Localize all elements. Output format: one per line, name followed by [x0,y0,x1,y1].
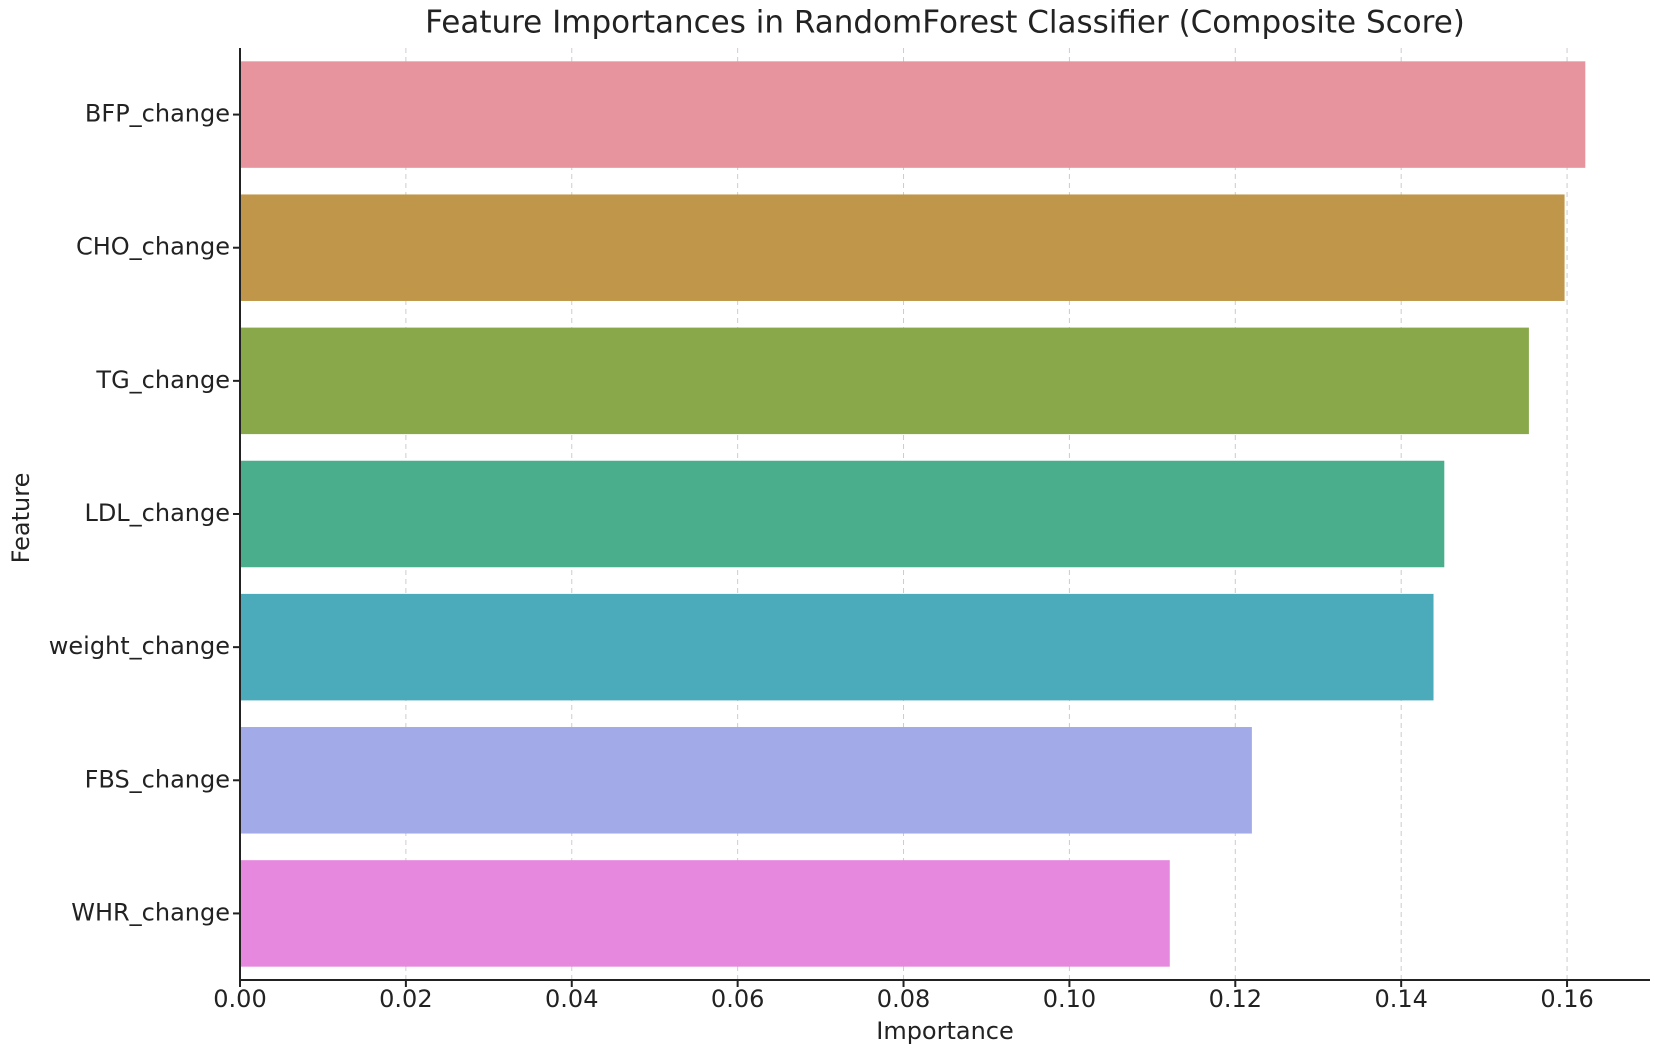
bar [240,727,1252,834]
bar [240,61,1586,168]
y-tick-label: CHO_change [76,233,230,261]
y-tick-label: WHR_change [71,898,230,926]
y-tick-label: weight_change [49,632,230,660]
x-tick-label: 0.06 [711,985,764,1013]
x-axis-label: Importance [876,1017,1014,1045]
bar [240,860,1170,967]
y-tick-label: LDL_change [84,499,230,527]
chart-title: Feature Importances in RandomForest Clas… [425,5,1465,41]
x-tick-label: 0.16 [1540,985,1593,1013]
x-tick-label: 0.00 [213,985,266,1013]
y-tick-label: TG_change [95,366,230,394]
x-tick-label: 0.02 [379,985,432,1013]
x-tick-label: 0.08 [877,985,930,1013]
x-tick-label: 0.04 [545,985,598,1013]
x-tick-label: 0.10 [1043,985,1096,1013]
y-tick-label: FBS_change [85,765,230,793]
bar [240,460,1445,568]
x-tick-label: 0.12 [1209,985,1262,1013]
bar [240,194,1565,301]
y-tick-label: BFP_change [85,100,230,128]
bar [240,327,1529,435]
x-tick-label: 0.14 [1374,985,1427,1013]
y-axis-label: Feature [7,473,35,564]
bar [240,593,1434,701]
